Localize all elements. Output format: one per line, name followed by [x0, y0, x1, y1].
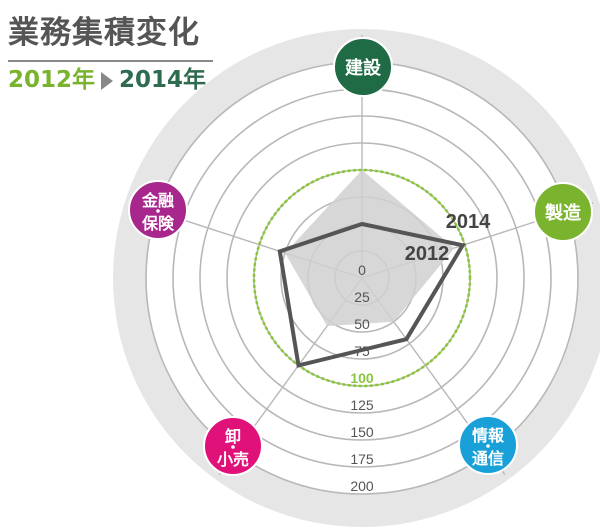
- axis-text: 建設: [345, 57, 382, 79]
- axis-dot: [156, 209, 160, 213]
- tick-label-50: 50: [354, 316, 370, 332]
- year-to-label: 2014年: [119, 67, 207, 93]
- axis-bubble: [333, 37, 393, 97]
- axis-text: 製造: [544, 202, 581, 224]
- series-labels: 2014 2012: [405, 211, 491, 265]
- radar-tick-labels: 0 25 50 75 100 125 150 175 200: [350, 262, 374, 494]
- tick-label-75: 75: [354, 343, 370, 359]
- page-title: 業務集積変化: [8, 15, 200, 51]
- title-underline: [8, 60, 213, 62]
- tick-label-175: 175: [350, 451, 374, 467]
- year-range: 2012年 2014年: [8, 69, 206, 92]
- axis-text-line2: 小売: [217, 450, 249, 469]
- axis-label-0: 建設: [333, 37, 393, 97]
- series-label-2012: 2012: [405, 243, 450, 265]
- axis-bubble: [533, 182, 593, 242]
- tick-label-25: 25: [354, 289, 370, 305]
- radar-series: [252, 168, 472, 388]
- axis-text-line1: 卸: [225, 427, 241, 446]
- tick-label-125: 125: [350, 397, 374, 413]
- axis-text-line1: 情報: [472, 426, 505, 445]
- axis-text-line2: 通信: [472, 449, 504, 468]
- axis-text-line1: 金融: [141, 191, 174, 210]
- axis-dot: [486, 444, 490, 448]
- series-2012-area: [285, 170, 455, 327]
- series-2014-line: [277, 221, 466, 368]
- tick-label-100: 100: [350, 370, 374, 386]
- axis-label-1: 製造: [533, 182, 593, 242]
- series-label-2014: 2014: [446, 211, 491, 233]
- year-from-label: 2012年: [8, 67, 96, 93]
- arrow-right-icon: [101, 71, 114, 90]
- axis-label-3: 卸小売: [203, 416, 263, 476]
- tick-label-150: 150: [350, 424, 374, 440]
- axis-dot: [231, 445, 235, 449]
- tick-label-0: 0: [358, 262, 366, 278]
- reference-ring-100: [252, 168, 472, 388]
- axis-text-line2: 保険: [141, 214, 175, 233]
- tick-label-200: 200: [350, 478, 374, 494]
